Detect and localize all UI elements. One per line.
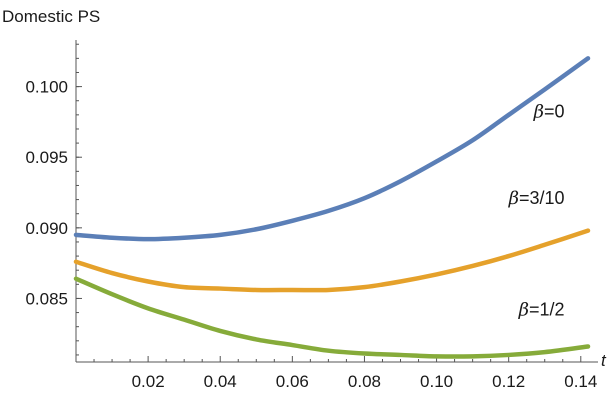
series-labels: β=0 β=3/10 β=1/2 <box>508 102 565 321</box>
x-tick-label: 0.14 <box>564 372 597 391</box>
series-label: β=1/2 <box>518 299 565 320</box>
x-tick-label: 0.06 <box>276 372 309 391</box>
series-label: β=3/10 <box>508 188 565 209</box>
x-axis-title: t <box>601 351 607 370</box>
series-line <box>73 276 591 359</box>
y-tick-label: 0.100 <box>25 78 68 97</box>
series-lines <box>73 56 591 359</box>
y-tick-label: 0.095 <box>25 148 68 167</box>
series-label: β=0 <box>533 102 565 123</box>
x-tick-label: 0.10 <box>420 372 453 391</box>
y-axis-ticks: 0.085 0.090 0.095 0.100 <box>25 43 82 356</box>
y-axis-title: Domestic PS <box>2 7 100 26</box>
x-tick-label: 0.08 <box>348 372 381 391</box>
series-line <box>73 56 591 242</box>
x-tick-label: 0.04 <box>204 372 237 391</box>
series-line <box>73 228 591 293</box>
y-tick-label: 0.085 <box>25 289 68 308</box>
x-axis-ticks: 0.02 0.04 0.06 0.08 0.10 0.12 0.14 <box>93 356 597 391</box>
x-tick-label: 0.02 <box>132 372 165 391</box>
x-tick-label: 0.12 <box>492 372 525 391</box>
y-tick-label: 0.090 <box>25 219 68 238</box>
